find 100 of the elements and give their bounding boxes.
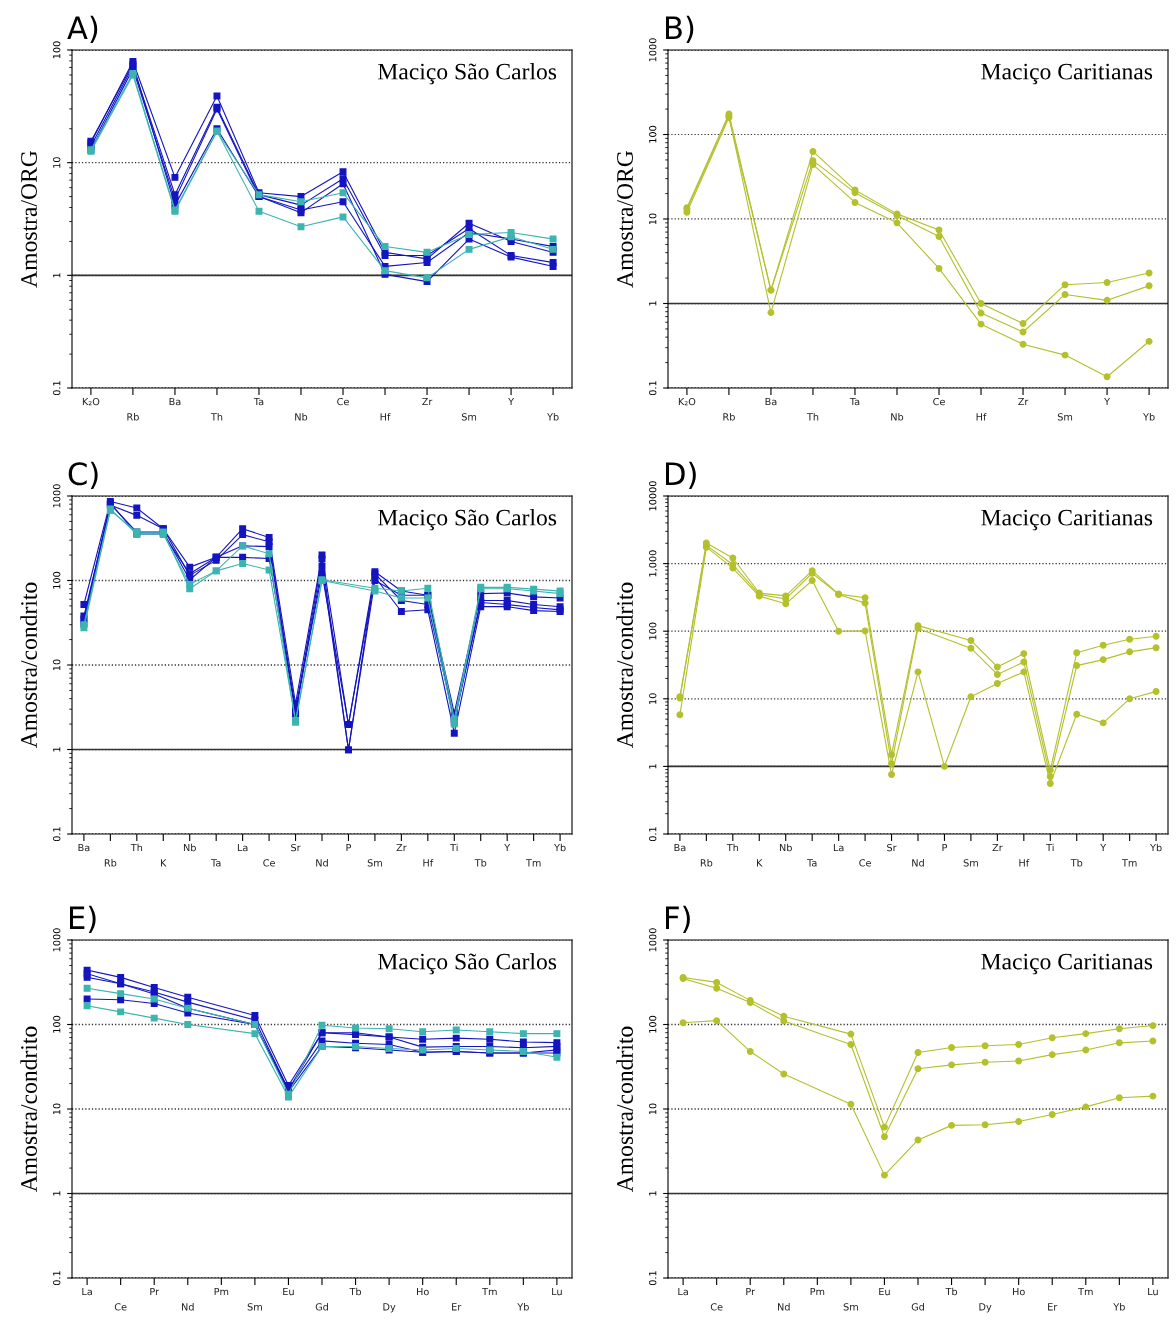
x-tick-label: Ce: [859, 859, 871, 867]
x-tick-label: Dy: [979, 1303, 992, 1313]
x-tick-label: Tm: [525, 859, 541, 867]
x-tick-label: Sr: [291, 843, 301, 852]
x-tick-label: Yb: [547, 413, 559, 421]
x-tick-label: Yb: [1150, 843, 1162, 852]
y-tick-label: 10: [53, 157, 61, 168]
x-tick-label: Tm: [1121, 859, 1137, 867]
x-tick-label: P: [346, 844, 352, 852]
y-tick-label: 1: [53, 1191, 61, 1196]
y-tick-label: 100: [649, 622, 657, 640]
x-tick-label: Nb: [779, 843, 792, 852]
x-tick-label: La: [678, 1288, 688, 1296]
x-tick-label: Ta: [253, 398, 264, 406]
x-tick-label: Ce: [933, 397, 945, 406]
x-tick-label: Ba: [78, 844, 90, 852]
y-tick-label: 10: [53, 659, 61, 671]
y-tick-label: 1000: [649, 928, 657, 952]
x-tick-label: Zr: [396, 844, 407, 852]
x-tick-label: Sm: [247, 1303, 262, 1311]
x-tick-label: Tb: [349, 1287, 362, 1296]
x-tick-label: Th: [806, 413, 819, 421]
x-tick-label: Pm: [214, 1288, 229, 1296]
y-tick-label: 1: [649, 764, 657, 769]
x-tick-label: Nd: [316, 859, 328, 867]
y-tick-label: 1000: [53, 484, 61, 508]
x-tick-label: Yb: [1113, 1303, 1125, 1311]
x-tick-label: Lu: [1148, 1288, 1158, 1296]
x-tick-label: Rb: [104, 859, 117, 867]
y-tick-label: 0.1: [649, 1271, 657, 1286]
x-tick-label: Yb: [517, 1303, 529, 1311]
annotation: Maciço Caritianas: [981, 509, 1153, 531]
x-tick-label: Lu: [552, 1288, 562, 1296]
x-tick-label: K₂O: [678, 397, 696, 406]
y-axis-title: Amostra/ORG: [617, 150, 633, 288]
x-tick-label: Pr: [746, 1288, 756, 1296]
x-tick-label: Hf: [1019, 859, 1030, 867]
y-tick-label: 10: [649, 213, 657, 225]
x-tick-label: La: [237, 844, 248, 852]
x-tick-label: P: [942, 844, 948, 852]
y-tick-label: 0.1: [53, 827, 61, 842]
y-tick-label: 1: [649, 1191, 657, 1196]
x-tick-label: Sm: [963, 859, 978, 867]
x-tick-label: Sm: [367, 859, 382, 867]
x-tick-label: Ba: [765, 398, 777, 406]
x-tick-label: Ta: [211, 859, 221, 867]
x-tick-label: Zr: [992, 844, 1003, 852]
x-tick-label: Tb: [474, 859, 487, 867]
x-tick-label: Ce: [114, 1303, 127, 1311]
y-axis-title: Amostra/condrito: [20, 1026, 37, 1193]
y-axis-title: Amostra/ORG: [21, 150, 37, 288]
y-tick-label: 1000: [53, 928, 61, 952]
x-tick-label: Tb: [945, 1287, 958, 1296]
x-tick-label: Nb: [295, 413, 308, 421]
chart-title: D): [666, 461, 696, 489]
x-tick-label: Ce: [263, 859, 275, 867]
x-tick-label: Th: [210, 413, 223, 421]
x-tick-label: Ho: [417, 1288, 429, 1296]
x-tick-label: Pr: [150, 1288, 160, 1296]
x-tick-label: Nb: [891, 413, 904, 421]
x-tick-label: Tm: [1078, 1288, 1093, 1296]
y-tick-label: 10000: [649, 481, 657, 511]
y-tick-label: 10: [649, 693, 657, 704]
x-tick-label: Ti: [450, 843, 458, 852]
x-tick-label: Yb: [1143, 413, 1155, 421]
annotation: Maciço São Carlos: [378, 62, 557, 85]
x-tick-label: Gd: [911, 1303, 924, 1311]
x-tick-label: Er: [1048, 1303, 1058, 1311]
y-tick-label: 10: [53, 1103, 61, 1115]
x-tick-label: Zr: [1018, 398, 1029, 406]
x-tick-label: La: [833, 844, 844, 852]
y-tick-label: 1: [53, 747, 61, 752]
y-tick-label: 0.1: [649, 381, 657, 396]
x-tick-label: Y: [504, 844, 511, 852]
y-axis-title: Amostra/condrito: [20, 582, 37, 749]
y-tick-label: 1: [53, 273, 61, 278]
y-tick-label: 1000: [649, 38, 657, 62]
y-tick-label: 100: [649, 125, 657, 143]
x-tick-label: Th: [726, 843, 739, 852]
x-tick-label: Ba: [674, 844, 686, 852]
x-tick-label: Ce: [337, 397, 349, 406]
x-tick-label: Hf: [976, 413, 987, 421]
x-tick-label: Ho: [1013, 1288, 1025, 1296]
x-tick-label: Tm: [482, 1288, 497, 1296]
x-tick-label: Ta: [849, 398, 860, 406]
y-axis-title: Amostra/condrito: [616, 582, 633, 749]
x-tick-label: K: [757, 859, 763, 867]
x-tick-label: Sm: [1057, 413, 1073, 421]
y-tick-label: 0.1: [53, 381, 61, 396]
annotation: Maciço São Carlos: [378, 508, 557, 531]
x-tick-label: Y: [508, 398, 515, 406]
x-tick-label: Rb: [723, 413, 735, 421]
x-tick-label: Sr: [887, 843, 897, 852]
y-tick-label: 0.1: [649, 827, 657, 842]
x-tick-label: Zr: [422, 398, 433, 406]
y-tick-label: 100: [53, 1015, 61, 1033]
x-tick-label: Tb: [1070, 859, 1083, 867]
x-tick-label: Nd: [182, 1303, 194, 1311]
x-tick-label: Eu: [283, 1288, 294, 1296]
x-tick-label: Gd: [315, 1303, 328, 1311]
